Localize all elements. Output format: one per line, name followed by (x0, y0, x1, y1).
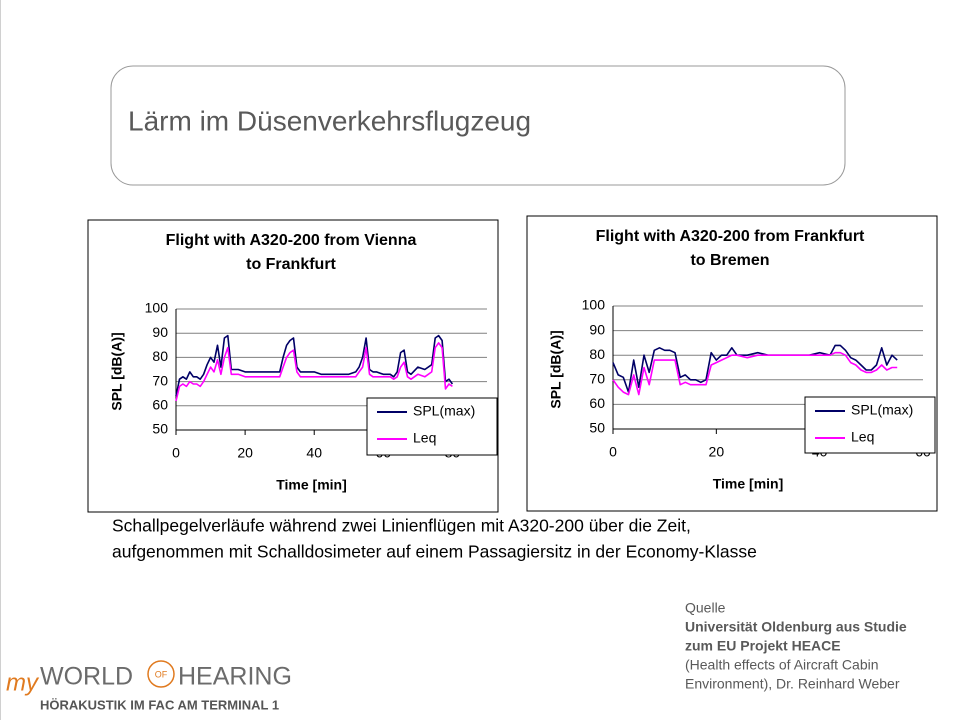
y-tick-label: 90 (589, 321, 605, 337)
source-line: zum EU Projekt HEACE (685, 638, 841, 654)
logo-ring (147, 660, 175, 688)
x-axis-label: Time [min] (276, 477, 347, 493)
y-tick-label: 100 (582, 297, 606, 313)
y-tick-label: 50 (589, 420, 605, 436)
logo-subtitle: HÖRAKUSTIK IM FAC AM TERMINAL 1 (40, 697, 279, 712)
y-tick-label: 70 (152, 372, 168, 388)
y-axis-label: SPL [dB(A)] (548, 330, 564, 408)
legend-label: SPL(max) (413, 403, 475, 419)
logo-hearing: HEARING (178, 663, 292, 691)
source-line: Quelle (685, 600, 726, 616)
y-tick-label: 60 (589, 395, 605, 411)
y-axis-label: SPL [dB(A)] (109, 332, 125, 410)
y-tick-label: 50 (152, 421, 168, 437)
series-line (175, 342, 453, 402)
x-tick-label: 20 (237, 445, 253, 461)
chart-frame (526, 215, 938, 512)
source-line: (Health effects of Aircraft Cabin (685, 657, 879, 673)
source-line: Universität Oldenburg aus Studie (685, 619, 907, 635)
slide-title: Lärm im Düsenverkehrsflugzeug (128, 105, 531, 136)
series-line (612, 351, 898, 396)
chart-title: to Frankfurt (246, 256, 336, 273)
legend-label: Leq (413, 430, 436, 446)
chart-title: Flight with A320-200 from Vienna (166, 232, 417, 249)
legend-label: SPL(max) (851, 402, 913, 418)
caption-line: aufgenommen mit Schalldosimeter auf eine… (112, 542, 757, 562)
chart-title: to Bremen (690, 252, 769, 269)
x-tick-label: 40 (306, 445, 322, 461)
x-axis-label: Time [min] (713, 476, 784, 492)
caption-line: Schallpegelverläufe während zwei Linienf… (112, 516, 691, 536)
y-tick-label: 100 (145, 300, 169, 316)
x-tick-label: 20 (709, 444, 725, 460)
logo-my: my (6, 669, 40, 696)
x-tick-label: 0 (609, 444, 617, 460)
logo-world: WORLD (40, 663, 133, 691)
logo-of: OF (155, 669, 168, 679)
source-line: Environment), Dr. Reinhard Weber (685, 676, 900, 692)
legend-box (366, 397, 498, 456)
x-tick-label: 0 (172, 445, 180, 461)
legend-box (804, 396, 936, 454)
logo: my WORLD OF HEARING HÖRAKUSTIK IM FAC AM… (6, 660, 292, 712)
y-tick-label: 90 (152, 324, 168, 340)
y-tick-label: 70 (589, 371, 605, 387)
y-tick-label: 60 (152, 397, 168, 413)
chart-title: Flight with A320-200 from Frankfurt (596, 228, 865, 245)
y-tick-label: 80 (152, 348, 168, 364)
y-tick-label: 80 (589, 346, 605, 362)
title-box (110, 65, 846, 186)
series-line (612, 344, 898, 393)
legend-label: Leq (851, 429, 874, 445)
series-line (175, 334, 454, 397)
